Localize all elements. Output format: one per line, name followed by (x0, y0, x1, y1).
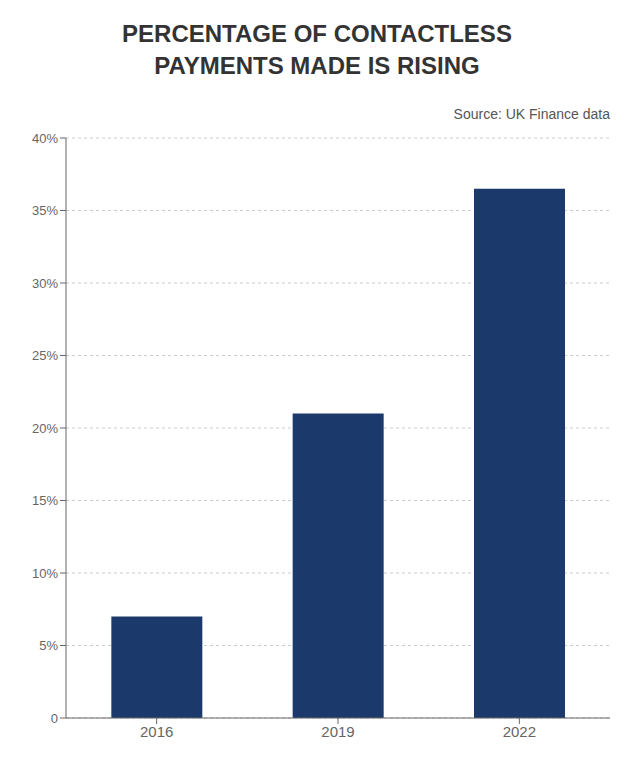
svg-text:30%: 30% (32, 276, 58, 291)
svg-text:15%: 15% (32, 493, 58, 508)
html-text:PAYMENTS MADE IS RISING: PAYMENTS MADE IS RISING (154, 52, 480, 79)
svg-text:2016: 2016 (140, 723, 173, 740)
svg-text:20%: 20% (32, 421, 58, 436)
html-text:Source: UK Finance data: Source: UK Finance data (453, 106, 610, 122)
svg-text:0: 0 (51, 711, 58, 726)
svg-text:5%: 5% (39, 638, 58, 653)
svg-text:10%: 10% (32, 566, 58, 581)
svg-text:25%: 25% (32, 348, 58, 363)
svg-text:35%: 35% (32, 203, 58, 218)
html-text:PERCENTAGE OF CONTACTLESS: PERCENTAGE OF CONTACTLESS (122, 20, 512, 47)
svg-text:2022: 2022 (503, 723, 536, 740)
svg-text:40%: 40% (32, 131, 58, 146)
svg-text:2019: 2019 (321, 723, 354, 740)
